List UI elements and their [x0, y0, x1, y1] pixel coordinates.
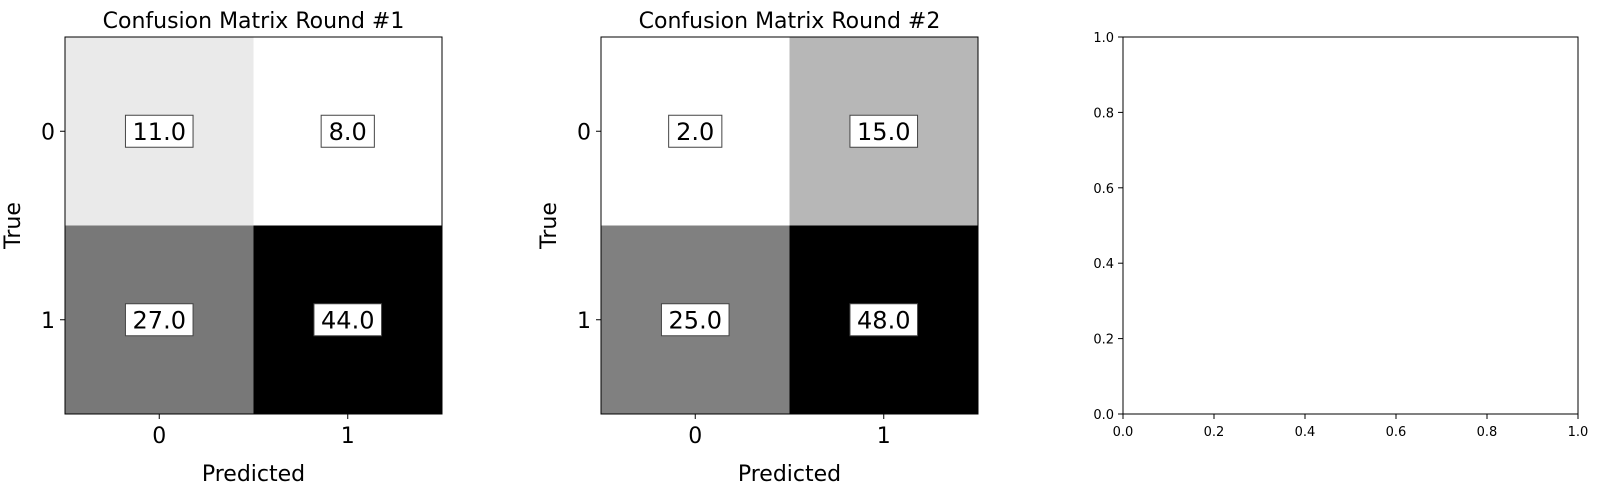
cell-label-box [660, 303, 730, 337]
chart-title: Confusion Matrix Round #1 [103, 9, 405, 34]
x-tick-label: 0.2 [1204, 425, 1225, 440]
y-tick-label: 1.0 [1093, 31, 1114, 46]
cell-label-box [849, 114, 919, 148]
confusion-matrix-round-2: 2.0 15.0 25.0 48.0 0 1 0 1 Confusion Matrix Roun… [537, 9, 979, 487]
empty-axes: 0.0 0.2 0.4 0.6 0.8 1.0 0.0 0.2 0.4 0.6 0.8 1.0 [1093, 31, 1588, 440]
cell-value-label: 8.0 [329, 118, 367, 146]
axes-frame [1122, 36, 1579, 415]
y-tick-label: 0.2 [1093, 333, 1114, 348]
cell-label-box [124, 114, 194, 148]
x-tick-label: 0.6 [1386, 425, 1407, 440]
cell-label-box [320, 114, 375, 148]
cell-label-box [313, 303, 383, 337]
axes-frame [600, 36, 979, 415]
confusion-matrix-round-1: 11.0 8.0 27.0 44.0 0 1 0 1 Confusion Matrix Roun… [1, 9, 443, 487]
y-tick-label: 0.6 [1093, 182, 1114, 197]
cell-value-label: 25.0 [669, 306, 722, 334]
x-axis-label: Predicted [738, 462, 841, 487]
y-tick-label: 1 [41, 309, 55, 334]
y-tick-label: 0.8 [1093, 106, 1114, 121]
cell-label-box [668, 114, 723, 148]
cell-value-label: 44.0 [321, 306, 374, 334]
x-tick-label: 1 [341, 424, 355, 449]
y-tick-label: 0 [577, 120, 591, 145]
y-axis-label: True [537, 202, 562, 250]
cell-value-label: 27.0 [133, 306, 186, 334]
cell-label-box [849, 303, 919, 337]
cell-label-box [124, 303, 194, 337]
x-axis-label: Predicted [202, 462, 305, 487]
y-tick-label: 0.0 [1093, 408, 1114, 423]
cell-value-label: 11.0 [133, 118, 186, 146]
x-tick-label: 1.0 [1568, 425, 1589, 440]
x-tick-label: 0 [688, 424, 702, 449]
axes-frame [64, 36, 443, 415]
cell-value-label: 2.0 [676, 118, 714, 146]
x-tick-label: 0 [152, 424, 166, 449]
x-tick-label: 0.0 [1113, 425, 1134, 440]
y-tick-label: 0 [41, 120, 55, 145]
chart-title: Confusion Matrix Round #2 [639, 9, 941, 34]
cell-value-label: 15.0 [857, 118, 910, 146]
y-axis-label: True [1, 202, 26, 250]
y-tick-label: 1 [577, 309, 591, 334]
cell-value-label: 48.0 [857, 306, 910, 334]
x-tick-label: 0.8 [1477, 425, 1498, 440]
x-tick-label: 0.4 [1295, 425, 1316, 440]
y-tick-label: 0.4 [1093, 257, 1114, 272]
x-tick-label: 1 [877, 424, 891, 449]
